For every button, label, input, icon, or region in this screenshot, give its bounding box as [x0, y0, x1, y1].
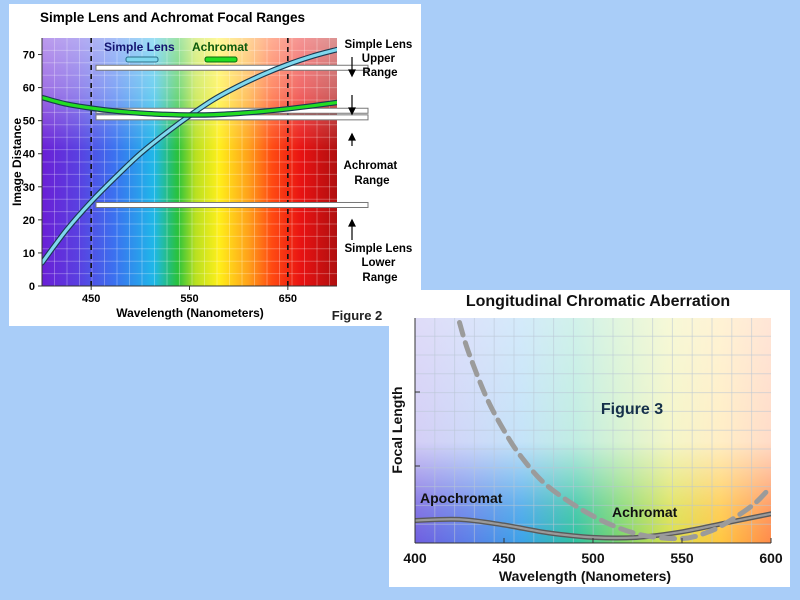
- x-tick-label: 600: [759, 550, 783, 566]
- figure-2-grid: [42, 38, 337, 286]
- figure-2-annotations: Simple Lens Upper Range Achromat Range S…: [344, 39, 416, 284]
- x-tick-label: 400: [403, 550, 427, 566]
- x-tick-label: 500: [581, 550, 605, 566]
- figure-3-x-ticks: 400 450 500 550 600: [403, 538, 783, 566]
- figure-2-y-label: Image Distance: [10, 118, 24, 206]
- figure-2-x-ticks: 450 550 650: [82, 286, 297, 305]
- y-tick-label: 0: [29, 281, 35, 293]
- figure-3-y-label: Focal Length: [389, 386, 405, 473]
- achromat-curve: [42, 95, 337, 117]
- figure-2-x-label: Wavelength (Nanometers): [116, 306, 264, 320]
- figure-3: Longitudinal Chromatic Aberration 400 450…: [389, 290, 790, 587]
- legend-simple-lens-label: Simple Lens: [104, 40, 175, 54]
- figure-3-title: Longitudinal Chromatic Aberration: [466, 293, 730, 310]
- y-tick-label: 60: [23, 83, 35, 95]
- achromat-dashed-curve: [457, 320, 771, 542]
- legend-achromat-swatch: [204, 56, 238, 63]
- figure-2: Simple Lens and Achromat Focal Ranges 0 1…: [9, 4, 421, 326]
- reference-range-bar: [95, 201, 369, 208]
- figure-2-legend: Simple Lens Achromat: [104, 40, 248, 63]
- y-tick-label: 40: [23, 149, 35, 161]
- annotation-upper-range: Simple Lens Upper Range: [345, 39, 416, 79]
- annotation-achromat-range: Achromat Range: [344, 160, 401, 187]
- legend-achromat-label: Achromat: [192, 40, 248, 54]
- series-label-achromat: Achromat: [612, 504, 678, 520]
- series-label-apochromat: Apochromat: [420, 490, 503, 506]
- reference-range-bar: [95, 64, 369, 71]
- y-tick-label: 50: [23, 116, 35, 128]
- y-tick-label: 70: [23, 50, 35, 62]
- figure-2-y-ticks: 0 10 20 30 40 50 60 70: [23, 50, 42, 293]
- annotation-lower-range: Simple Lens Lower Range: [345, 243, 416, 284]
- annotation-arrows: [348, 57, 356, 240]
- figure-3-grid: [415, 318, 771, 543]
- figure-2-wash: [42, 38, 337, 286]
- apochromat-curve: [415, 512, 771, 540]
- figure-2-title: Simple Lens and Achromat Focal Ranges: [40, 10, 305, 25]
- x-tick-label: 550: [180, 293, 198, 305]
- x-tick-label: 450: [492, 550, 516, 566]
- y-tick-label: 30: [23, 182, 35, 194]
- figure-3-y-tickmarks: [415, 391, 420, 467]
- y-tick-label: 20: [23, 215, 35, 227]
- figure-3-x-label: Wavelength (Nanometers): [499, 568, 671, 584]
- legend-simple-lens-swatch: [125, 56, 159, 63]
- figure-3-label: Figure 3: [601, 401, 663, 418]
- figure-2-label: Figure 2: [332, 308, 383, 323]
- figure-3-series: [415, 320, 771, 542]
- x-tick-label: 550: [670, 550, 694, 566]
- figure-2-series: [42, 46, 337, 266]
- x-tick-label: 450: [82, 293, 100, 305]
- x-tick-label: 650: [279, 293, 297, 305]
- y-tick-label: 10: [23, 248, 35, 260]
